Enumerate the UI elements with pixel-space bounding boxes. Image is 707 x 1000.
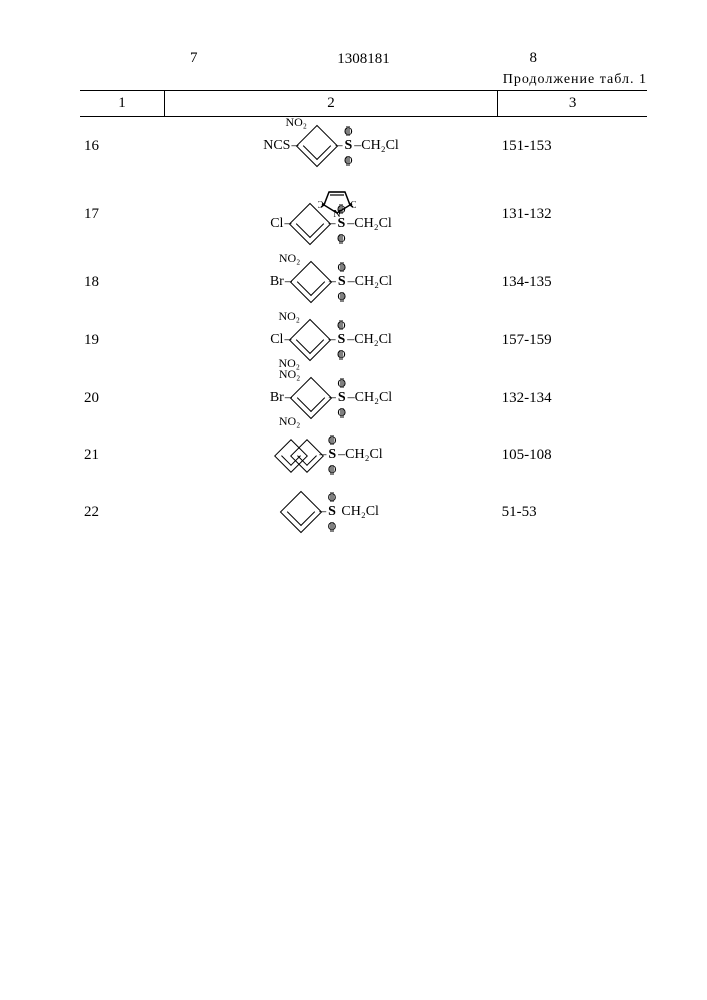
compound-number: 22 — [80, 483, 164, 541]
compound-structure-cell: NCS–NO₂–OSO–CH₂Cl — [164, 117, 497, 176]
sulfonyl-group: OSO — [336, 390, 348, 406]
compound-structure-cell: –OSO CH₂Cl — [164, 483, 497, 541]
compound-structure-cell: –OSO–CH₂Cl — [164, 427, 497, 483]
table-row: 22 –OSO CH₂Cl 51-53 — [80, 483, 647, 541]
right-group: CH₂Cl — [361, 138, 399, 154]
melting-point: 151-153 — [498, 117, 647, 176]
table-row: 16NCS–NO₂–OSO–CH₂Cl151-153 — [80, 117, 647, 176]
bond-line: – — [348, 274, 355, 290]
bond-line: – — [347, 216, 354, 232]
compound-structure-cell: Cl–NO₂NO₂–OSO–CH₂Cl — [164, 311, 497, 369]
melting-point: 132-134 — [498, 369, 647, 427]
right-group: CH₂Cl — [354, 332, 392, 348]
page-left-number: 7 — [190, 50, 198, 67]
chemical-structure: Br–NO₂NO₂–OSO–CH₂Cl — [270, 383, 392, 413]
upper-substituent: NO₂ — [278, 309, 300, 324]
upper-substituent: NO₂ — [279, 367, 301, 382]
benzene-ring: NO₂NO₂ — [293, 383, 329, 413]
compound-number: 19 — [80, 311, 164, 369]
bond-line: – — [354, 138, 361, 154]
left-substituent: Cl — [270, 332, 283, 348]
table-row: 20Br–NO₂NO₂–OSO–CH₂Cl132-134 — [80, 369, 647, 427]
bond-line: – — [338, 447, 345, 463]
patent-number: 1308181 — [80, 51, 647, 68]
right-group: CH₂Cl — [355, 390, 393, 406]
compound-number: 20 — [80, 369, 164, 427]
melting-point: 131-132 — [498, 175, 647, 253]
left-substituent: Cl — [270, 216, 283, 232]
chemical-structure: –OSO CH₂Cl — [283, 497, 379, 527]
lower-substituent: NO₂ — [279, 414, 301, 429]
col-header-2: 2 — [164, 91, 497, 117]
chemical-structure: –OSO–CH₂Cl — [279, 441, 382, 469]
table-row: 19Cl–NO₂NO₂–OSO–CH₂Cl157-159 — [80, 311, 647, 369]
upper-substituent: NO₂ — [279, 251, 301, 266]
sulfonyl-group: OSO — [335, 332, 347, 348]
compound-number: 16 — [80, 117, 164, 176]
compound-number: 21 — [80, 427, 164, 483]
table-row: 18Br–NO₂–OSO–CH₂Cl134-135 — [80, 253, 647, 311]
sulfonyl-group: OSO — [335, 216, 347, 232]
left-substituent: Br — [270, 390, 284, 406]
chemical-structure: NOOCl––OSO–CH₂Cl — [270, 189, 392, 239]
compound-number: 17 — [80, 175, 164, 253]
continuation-note: Продолжение табл. 1 — [80, 72, 647, 88]
table-row: 21 –OSO–CH₂Cl 105-108 — [80, 427, 647, 483]
table-header-row: 1 2 3 — [80, 91, 647, 117]
benzene-ring: NO₂ — [293, 267, 329, 297]
chemical-structure: NCS–NO₂–OSO–CH₂Cl — [263, 131, 399, 161]
right-group: CH₂Cl — [355, 274, 393, 290]
compound-structure-cell: Br–NO₂NO₂–OSO–CH₂Cl — [164, 369, 497, 427]
compound-structure-cell: NOOCl––OSO–CH₂Cl — [164, 175, 497, 253]
right-group: CH₂Cl — [341, 504, 379, 520]
table-row: 17NOOCl––OSO–CH₂Cl131-132 — [80, 175, 647, 253]
melting-point: 51-53 — [498, 483, 647, 541]
benzene-ring: NO₂ — [299, 131, 335, 161]
benzene-ring: NO₂NO₂ — [292, 325, 328, 355]
chemical-structure: Br–NO₂–OSO–CH₂Cl — [270, 267, 392, 297]
melting-point: 134-135 — [498, 253, 647, 311]
chemical-structure: Cl–NO₂NO₂–OSO–CH₂Cl — [270, 325, 392, 355]
page-right-number: 8 — [530, 50, 538, 67]
bond-line: – — [348, 390, 355, 406]
right-group: CH₂Cl — [354, 216, 392, 232]
compound-table: 1 2 3 16NCS–NO₂–OSO–CH₂Cl151-15317NOOCl–… — [80, 90, 647, 541]
left-substituent: Br — [270, 274, 284, 290]
col-header-3: 3 — [498, 91, 647, 117]
compound-number: 18 — [80, 253, 164, 311]
melting-point: 105-108 — [498, 427, 647, 483]
naphthalene-ring — [279, 441, 319, 469]
page: 7 8 1308181 Продолжение табл. 1 1 2 3 16… — [0, 0, 707, 1000]
sulfonyl-group: OSO — [342, 138, 354, 154]
upper-substituent: NO₂ — [285, 115, 307, 130]
compound-structure-cell: Br–NO₂–OSO–CH₂Cl — [164, 253, 497, 311]
melting-point: 157-159 — [498, 311, 647, 369]
right-group: CH₂Cl — [345, 447, 383, 463]
benzene-ring — [292, 209, 328, 239]
sulfonyl-group: OSO — [326, 447, 338, 463]
sulfonyl-group: OSO — [336, 274, 348, 290]
bond-line: – — [347, 332, 354, 348]
benzene-ring — [283, 497, 319, 527]
left-substituent: NCS — [263, 138, 290, 154]
sulfonyl-group: OSO — [326, 504, 338, 520]
col-header-1: 1 — [80, 91, 164, 117]
